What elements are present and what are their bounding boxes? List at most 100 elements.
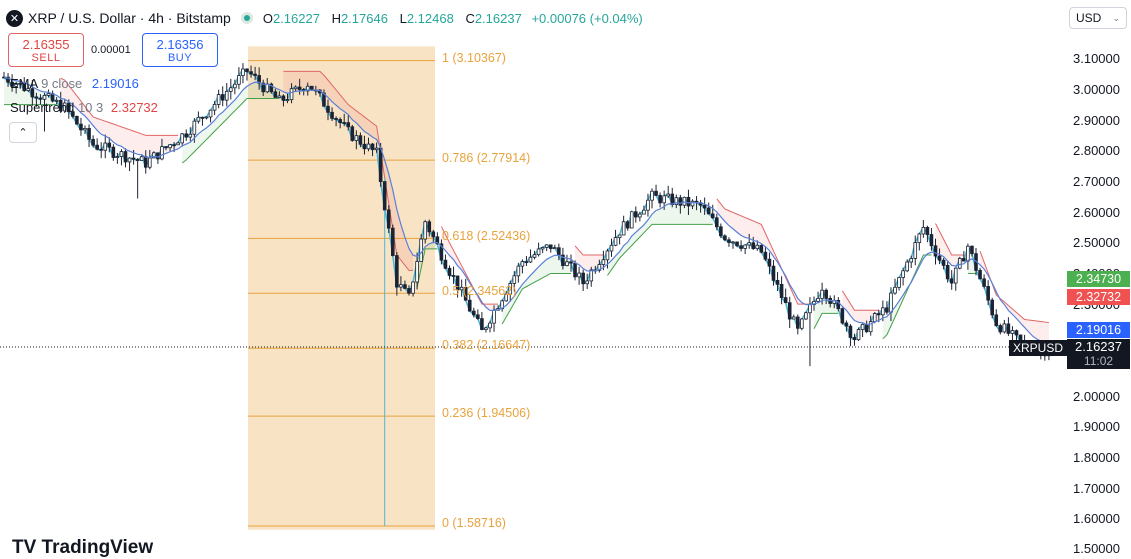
candle-body [759, 244, 764, 253]
candle-body [925, 226, 930, 235]
candle-body [168, 144, 172, 149]
candle-body [548, 244, 553, 249]
candle-body [634, 211, 638, 218]
candle-body [860, 324, 865, 330]
candle-body [544, 244, 549, 248]
currency-select[interactable]: USD ⌄ [1069, 7, 1127, 29]
supertrend-down-line [283, 70, 414, 271]
fib-zone [248, 46, 435, 530]
candle-body [99, 148, 104, 151]
candle-body [204, 116, 209, 119]
candle-body [905, 261, 909, 272]
candle-body [83, 128, 87, 131]
collapse-legend-button[interactable]: ⌃ [9, 122, 37, 143]
supertrend-up-fill [502, 255, 571, 325]
candle-body [467, 299, 472, 312]
supertrend-down-line [574, 245, 604, 256]
candle-body [909, 258, 913, 263]
bar-countdown: 11:02 [1083, 354, 1114, 368]
candle-body [682, 196, 687, 206]
candle-body [945, 264, 950, 280]
supertrend-down-badge: 2.32732 [1067, 289, 1130, 305]
open-value: 2.16227 [272, 10, 320, 26]
candle-body [164, 146, 168, 149]
candle-body [431, 231, 436, 238]
sell-button[interactable]: 2.16355 SELL [8, 33, 84, 67]
candle-body [79, 123, 83, 131]
candle-body [184, 133, 189, 138]
candle-body [107, 142, 112, 148]
candle-body [872, 313, 877, 323]
ema-name: EMA [10, 76, 38, 91]
current-price-badge: 2.16237 11:02 [1067, 339, 1130, 369]
supertrend-name: Supertrend [10, 100, 75, 115]
price-tick: 1.50000 [1073, 541, 1120, 556]
candle-body [808, 304, 812, 314]
candle-body [662, 195, 666, 204]
supertrend-down-fill [60, 78, 179, 158]
candle-body [407, 288, 411, 294]
candle-body [196, 116, 201, 122]
candle-body [399, 284, 403, 288]
candle-body [706, 207, 711, 215]
candle-body [75, 115, 79, 125]
candle-body [480, 318, 484, 330]
supertrend-legend[interactable]: Supertrend 10 3 2.32732 [10, 100, 158, 115]
buy-price: 2.16356 [156, 36, 204, 52]
candle-body [775, 279, 780, 285]
candle-body [395, 255, 399, 288]
symbol-title[interactable]: XRP / U.S. Dollar · 4h · Bitstamp [28, 10, 231, 26]
candle-body [95, 144, 99, 150]
candle-body [877, 313, 881, 316]
candle-body [690, 200, 695, 207]
candle-body [439, 243, 444, 261]
candle-body [889, 292, 893, 313]
candle-body [982, 278, 986, 287]
candle-body [787, 302, 792, 320]
candle-body [261, 82, 265, 93]
candle-body [180, 133, 185, 144]
supertrend-up-fill [814, 299, 839, 329]
candle-body [293, 86, 298, 90]
candle-body [629, 211, 634, 229]
candle-body [237, 75, 241, 85]
candle-body [654, 190, 658, 196]
candle-body [565, 261, 569, 266]
candle-body [411, 281, 415, 294]
supertrend-down-fill [716, 198, 810, 305]
high-label: H [331, 10, 341, 26]
price-tick: 2.90000 [1073, 113, 1120, 128]
candle-body [488, 322, 492, 329]
candle-body [702, 204, 707, 209]
candle-body [358, 135, 363, 145]
candle-body [937, 255, 942, 261]
candle-body [613, 237, 618, 246]
ema-legend[interactable]: EMA 9 close 2.19016 [10, 76, 139, 91]
candle-body [512, 275, 517, 284]
price-tick: 1.90000 [1073, 419, 1120, 434]
candle-body [917, 233, 922, 244]
chevron-down-icon: ⌄ [1112, 12, 1120, 23]
candle-body [755, 244, 760, 249]
candle-body [326, 105, 330, 113]
currency-label: USD [1076, 11, 1102, 25]
candle-body [212, 103, 217, 111]
candle-body [119, 151, 124, 157]
candle-body [569, 261, 573, 264]
buy-button[interactable]: 2.16356 BUY [142, 33, 218, 67]
candle-body [176, 142, 180, 146]
candle-body [127, 157, 132, 163]
price-chart[interactable] [0, 0, 1131, 547]
candle-body [642, 209, 646, 215]
candle-body [192, 120, 197, 135]
candle-body [581, 272, 585, 285]
candle-body [484, 327, 488, 330]
candle-body [962, 258, 966, 262]
candle-body [334, 118, 338, 120]
candle-body [990, 299, 994, 316]
candle-body [585, 280, 589, 285]
candle-body [471, 310, 476, 316]
candle-body [342, 122, 346, 124]
candle-body [791, 316, 796, 320]
candle-body [6, 76, 10, 83]
